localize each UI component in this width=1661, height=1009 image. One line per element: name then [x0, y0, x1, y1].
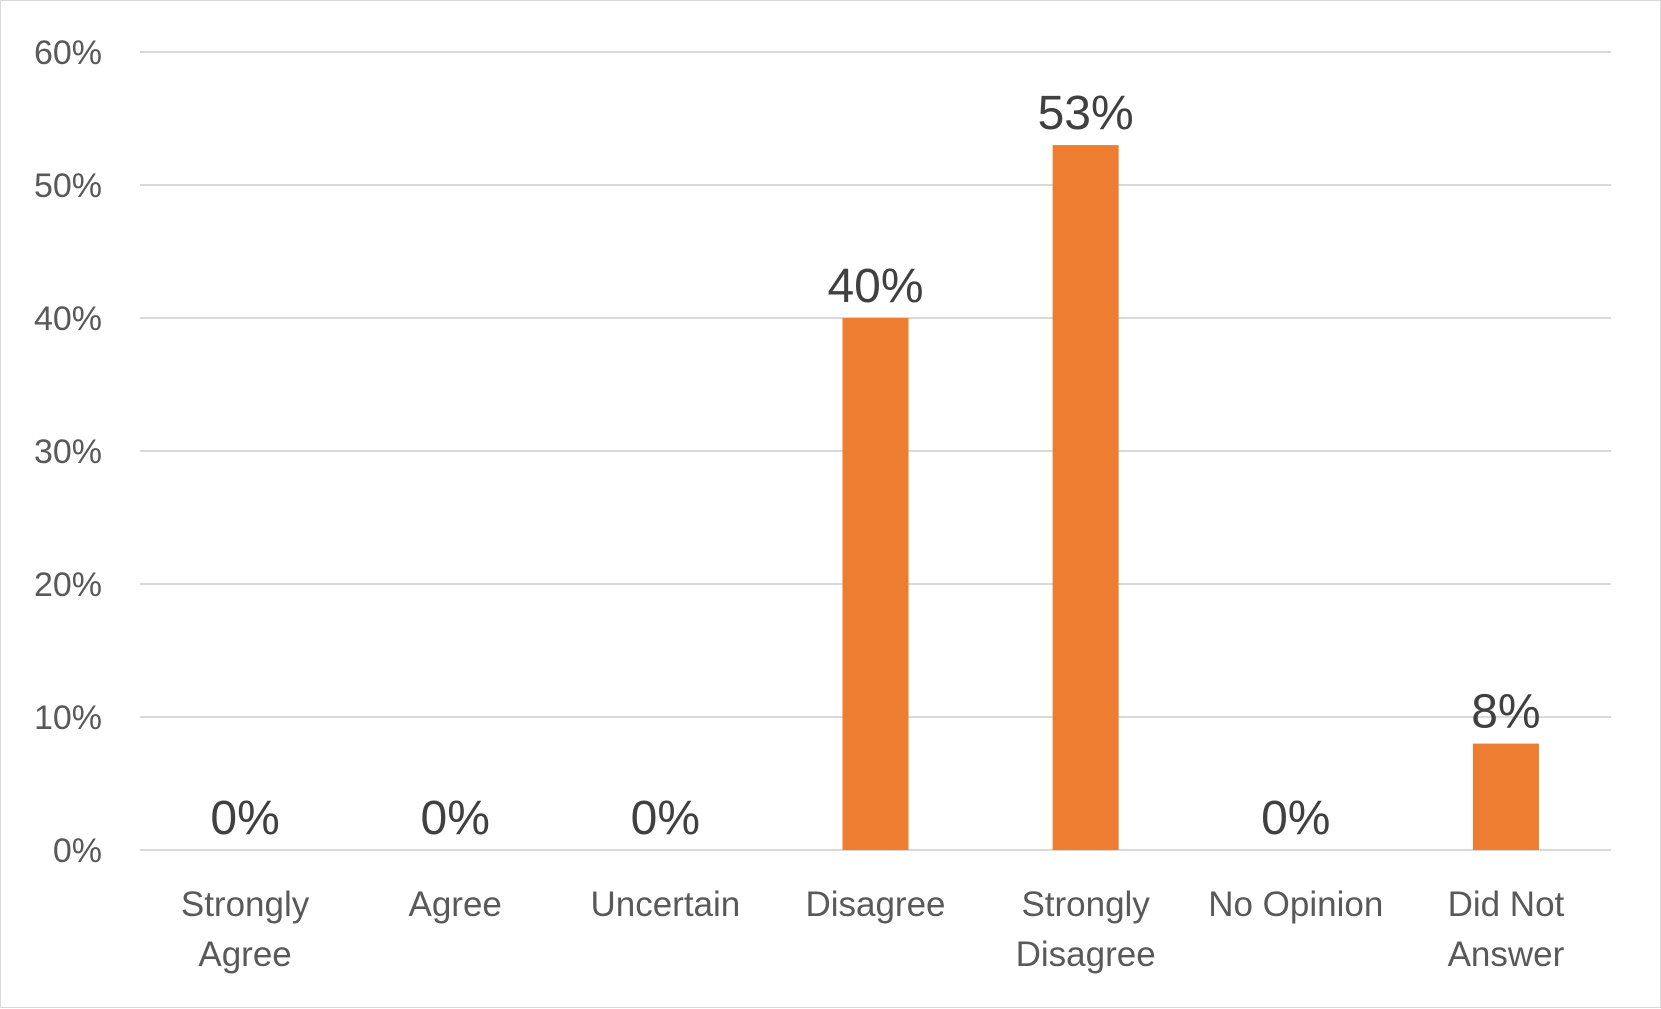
y-tick-label: 0%	[53, 832, 102, 870]
data-labels: 0% 0% 0% 40% 53% 0% 8%	[210, 87, 1540, 845]
category-label-line: Answer	[1448, 935, 1565, 974]
category-label-line: Strongly	[1021, 885, 1150, 924]
category-label: Strongly Disagree	[1016, 885, 1156, 974]
data-label: 0%	[1261, 792, 1330, 845]
category-label: Disagree	[805, 885, 945, 924]
y-tick-label: 50%	[34, 167, 102, 205]
data-label: 0%	[421, 792, 490, 845]
category-label-line: Agree	[198, 935, 291, 974]
data-label: 40%	[827, 260, 923, 313]
bars	[842, 145, 1539, 851]
category-label-line: Agree	[409, 885, 502, 924]
bar	[842, 318, 909, 850]
category-label: Did Not Answer	[1448, 885, 1565, 974]
category-label-line: Did Not	[1448, 885, 1565, 924]
data-label: 0%	[631, 792, 700, 845]
category-label-line: Strongly	[181, 885, 310, 924]
y-tick-label: 60%	[34, 34, 102, 72]
category-label: Strongly Agree	[181, 885, 310, 974]
category-label-line: Disagree	[1016, 935, 1156, 974]
data-label: 53%	[1038, 87, 1134, 140]
y-tick-label: 30%	[34, 433, 102, 471]
category-label: Agree	[409, 885, 502, 924]
y-axis: 0% 10% 20% 30% 40% 50% 60%	[34, 34, 102, 870]
y-tick-label: 20%	[34, 566, 102, 604]
data-label: 8%	[1471, 686, 1540, 739]
bar	[1052, 145, 1119, 851]
bar	[1472, 743, 1539, 850]
category-label-line: Uncertain	[590, 885, 740, 924]
category-label: Uncertain	[590, 885, 740, 924]
category-label-line: No Opinion	[1208, 885, 1383, 924]
category-label-line: Disagree	[805, 885, 945, 924]
y-tick-label: 40%	[34, 300, 102, 338]
y-tick-label: 10%	[34, 699, 102, 737]
category-label: No Opinion	[1208, 885, 1383, 924]
data-label: 0%	[210, 792, 279, 845]
